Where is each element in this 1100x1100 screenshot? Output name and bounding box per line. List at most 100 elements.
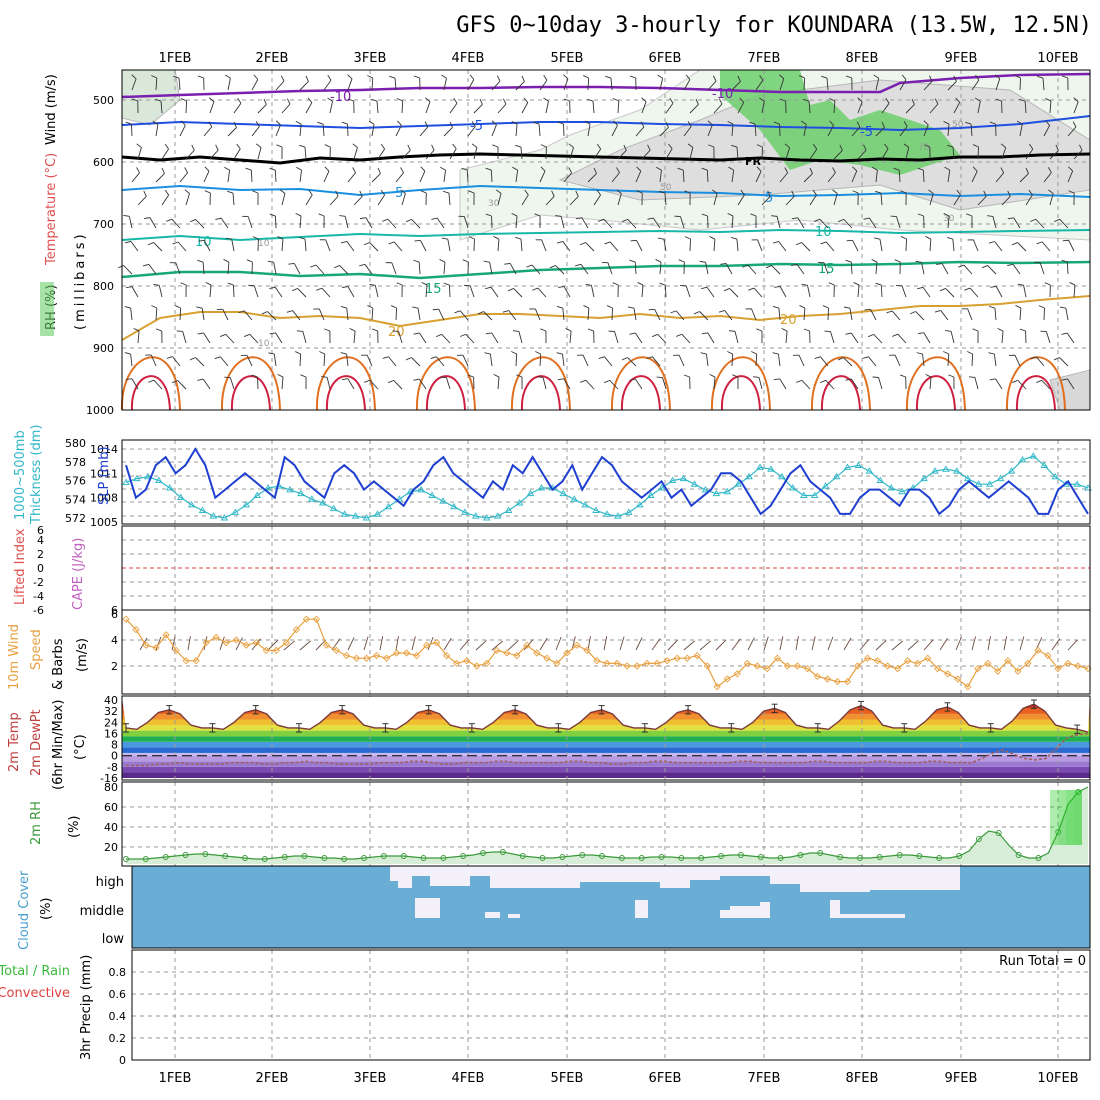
wind-barb <box>302 331 307 344</box>
wind-barb-flag <box>209 97 215 102</box>
warm-contour <box>510 356 571 411</box>
wind-barb <box>347 286 355 298</box>
wind-barb <box>531 264 541 275</box>
wind-barb <box>897 333 907 344</box>
wind-barb <box>521 102 529 114</box>
wind-barb <box>947 81 957 91</box>
wind-barb-flag <box>196 306 203 309</box>
wind-barb <box>713 377 716 390</box>
wind-barb-flag <box>669 97 674 104</box>
thickness-point <box>821 482 830 489</box>
wind-barb <box>155 77 158 91</box>
wind-barb <box>1013 217 1021 229</box>
wind-barb-flag <box>886 310 893 314</box>
wind10m-barb <box>251 638 261 651</box>
wind-barb <box>155 124 159 137</box>
wind-barb <box>172 356 181 367</box>
wind-barb <box>905 104 915 114</box>
thickness-point <box>428 491 436 498</box>
wind-barb <box>563 172 572 183</box>
wind10m-barb <box>1051 638 1061 651</box>
wind10m-barb <box>1003 636 1008 651</box>
wind-barb <box>797 217 805 229</box>
wind-barb-flag <box>420 166 426 172</box>
wind-barb <box>391 262 397 275</box>
wind-barb <box>585 379 595 390</box>
wind-barb <box>202 378 211 390</box>
rh2m-point <box>856 855 863 861</box>
wind10m-barb <box>747 637 755 651</box>
cloud-clear-middle <box>720 910 730 918</box>
wind-barb-flag <box>814 218 820 222</box>
wind-barb-flag <box>152 120 159 125</box>
wind-barb <box>411 357 421 367</box>
wind-barb-flag <box>579 242 586 246</box>
wind-barb <box>801 242 811 252</box>
rh2m-point <box>817 850 824 856</box>
wind-barb <box>425 101 431 114</box>
label-temp2m: 2m Temp <box>7 712 22 772</box>
wind10m-barb <box>571 636 576 651</box>
wind-barb <box>562 354 565 367</box>
wind-barb <box>678 354 685 367</box>
wind-barb-flag <box>471 143 478 148</box>
wind-barb <box>131 378 139 390</box>
wind-barb <box>683 126 692 137</box>
wind-barb-flag <box>829 120 834 126</box>
wind-barb-flag <box>981 265 988 269</box>
wind-barb-flag <box>156 328 162 332</box>
thickness-point <box>570 495 578 502</box>
wind-barb <box>305 102 313 114</box>
wind-barb-flag <box>269 332 276 335</box>
wind-barb-flag <box>299 144 306 148</box>
wind10m-barb <box>987 636 991 651</box>
wind10m-barb <box>827 636 834 651</box>
wind-barb <box>659 78 664 91</box>
thickness-point <box>340 510 349 517</box>
wind-barb-flag <box>205 281 212 286</box>
wind-barb <box>915 311 925 321</box>
wind-barb <box>274 169 277 183</box>
wind-barb <box>364 264 373 275</box>
wind-barb-flag <box>413 75 420 79</box>
wind10m-barb <box>651 638 661 651</box>
temp-band <box>122 752 1090 756</box>
wind-barb <box>609 380 619 390</box>
wind-barb-flag <box>1029 143 1034 150</box>
wind10m-point <box>473 662 481 670</box>
wind-barb-flag <box>845 259 852 263</box>
wind-barb-flag <box>829 98 836 102</box>
wind-barb-flag <box>543 74 548 81</box>
wind-barb-flag <box>1037 75 1044 79</box>
wind-barb <box>929 238 932 252</box>
wind-barb <box>177 380 187 390</box>
wind-barb-flag <box>917 332 924 335</box>
wind-barb-flag <box>255 143 262 148</box>
wind10m-barb <box>907 640 919 651</box>
wind-barb-flag <box>593 167 597 174</box>
precip-tick: 0.4 <box>109 1010 127 1023</box>
wind-barb <box>747 264 757 275</box>
rh2m-point <box>618 855 625 861</box>
wind-barb-flag <box>972 328 979 332</box>
wind-barb-flag <box>621 218 628 223</box>
wind-barb <box>281 103 291 114</box>
wind-barb <box>509 263 517 275</box>
cloud-gaps <box>390 866 960 918</box>
wind-barb-flag <box>469 74 475 80</box>
wind-barb-flag <box>382 218 389 222</box>
wind10m-markers <box>122 615 1092 691</box>
wind-barb <box>971 79 980 91</box>
wind-barb <box>729 288 739 298</box>
wind-barb <box>1039 262 1045 275</box>
thickness-point <box>778 472 786 480</box>
wind-barb <box>995 78 1001 91</box>
date-label-top: 9FEB <box>945 51 978 66</box>
wind-barb-flag <box>151 75 158 79</box>
wind-barb-flag <box>131 74 137 80</box>
wind-barb-flag <box>636 190 643 194</box>
rh2m-point <box>737 852 744 858</box>
wind10m-barb <box>635 637 643 651</box>
warm-contour <box>905 356 966 411</box>
wind-barb-flag <box>1028 189 1033 196</box>
